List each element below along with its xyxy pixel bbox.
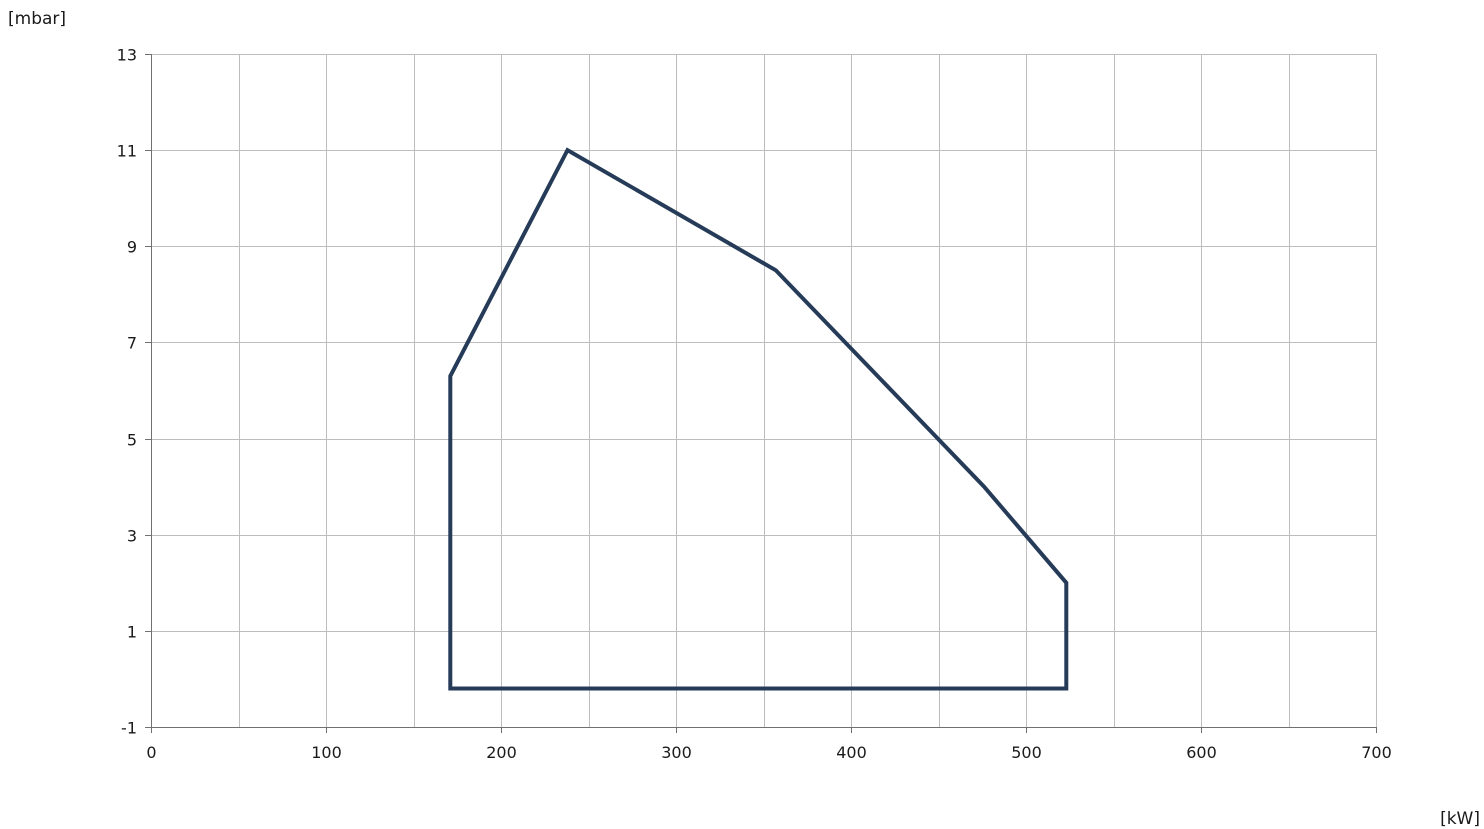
series <box>448 147 1069 691</box>
x-axis-ticks: 0 100 200 300 400 500 600 700 <box>146 727 1392 762</box>
x-tick-label: 600 <box>1186 743 1217 762</box>
y-axis-label: [mbar] <box>8 9 66 29</box>
series-line <box>448 147 1069 691</box>
x-tick-label: 500 <box>1011 743 1042 762</box>
y-tick-label: -1 <box>121 719 137 738</box>
y-tick-label: 9 <box>127 238 137 257</box>
y-tick-label: 7 <box>127 334 137 353</box>
x-tick-label: 400 <box>836 743 867 762</box>
x-tick-label: 0 <box>146 743 156 762</box>
grid <box>151 54 1377 727</box>
y-tick-label: 5 <box>127 431 137 450</box>
axes <box>151 54 1376 728</box>
x-tick-label: 700 <box>1361 743 1392 762</box>
y-tick-label: 1 <box>127 623 137 642</box>
x-tick-label: 100 <box>311 743 342 762</box>
y-tick-label: 13 <box>117 46 137 65</box>
x-axis-label: [kW] <box>1440 809 1480 829</box>
y-tick-label: 3 <box>127 527 137 546</box>
x-tick-label: 200 <box>486 743 517 762</box>
x-tick-label: 300 <box>661 743 692 762</box>
y-tick-label: 11 <box>117 142 137 161</box>
